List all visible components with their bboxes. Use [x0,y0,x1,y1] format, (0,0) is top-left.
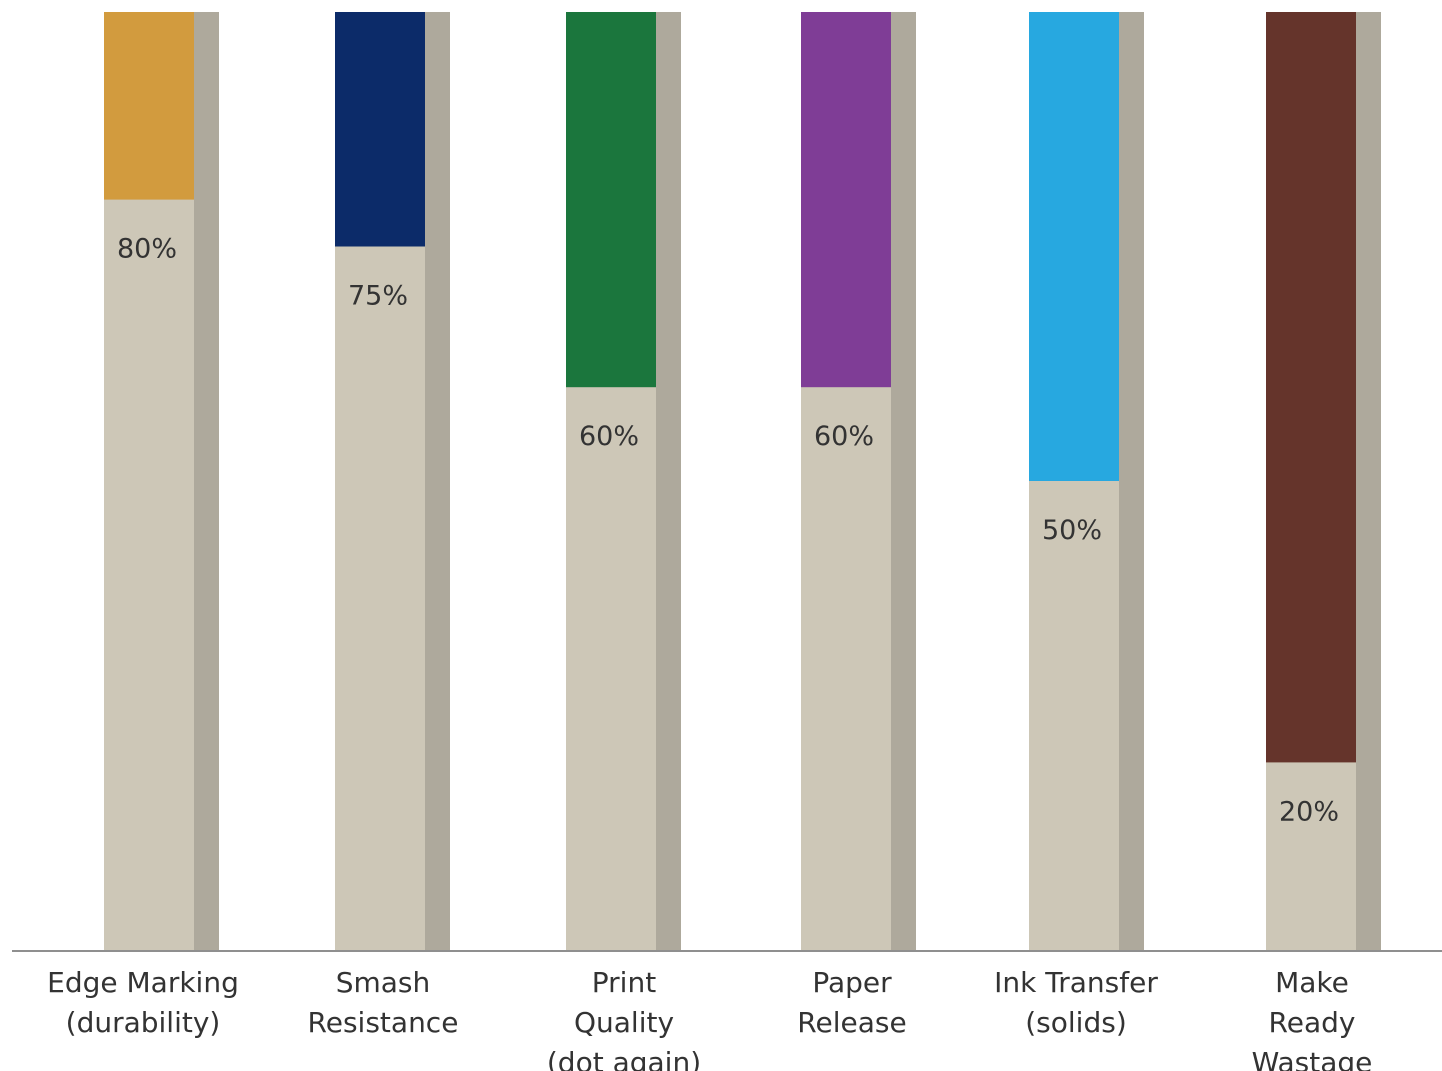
bar-group: 50% [1029,12,1144,950]
data-label: 75% [348,281,408,312]
x-tick-label-line: (solids) [1025,1006,1127,1039]
bar-cap [104,12,194,200]
x-tick-label: Ink Transfer (solids) [994,966,1158,1039]
x-tick-label-line: Print [592,966,656,999]
bar-shadow [1119,12,1144,950]
x-tick-label-line: Edge Marking [47,966,239,999]
bar-cap [566,12,656,388]
bar-shadow [425,12,450,950]
category-labels-group: Edge Marking (durability) Smash Resistance P… [47,966,1372,1071]
bar-shadow [891,12,916,950]
bars-group: 80% 75% 60% 60% 50% 20% [104,12,1381,950]
x-tick-label-line: Ink Transfer [994,966,1158,999]
data-label: 60% [579,421,639,452]
bar-cap [1029,12,1119,481]
x-tick-label: Edge Marking (durability) [47,966,239,1039]
bar-cap [801,12,891,388]
x-tick-label: Print Quality (dot again) [547,966,701,1071]
data-label: 80% [117,234,177,265]
x-tick-label: Paper Release [797,966,906,1039]
x-tick-label-line: Wastage [1252,1046,1373,1071]
x-tick-label-line: Paper [812,966,892,999]
x-tick-label-line: Quality [574,1006,674,1039]
bar-group: 20% [1266,12,1381,950]
bar-cap [335,12,425,247]
bar-shadow [194,12,219,950]
data-label: 60% [814,421,874,452]
x-tick-label-line: Release [797,1006,906,1039]
bar-group: 75% [335,12,450,950]
bar-group: 60% [566,12,681,950]
x-tick-label-line: Make [1275,966,1349,999]
bar-cap [1266,12,1356,763]
bar-shadow [656,12,681,950]
bar-group: 60% [801,12,916,950]
x-tick-label-line: Ready [1269,1006,1356,1039]
x-tick-label: Make Ready Wastage [1252,966,1373,1071]
x-tick-label-line: Smash [336,966,431,999]
bar-group: 80% [104,12,219,950]
data-label: 50% [1042,515,1102,546]
data-label: 20% [1279,796,1339,827]
x-tick-label-line: (durability) [66,1006,221,1039]
x-tick-label-line: Resistance [308,1006,459,1039]
x-tick-label: Smash Resistance [308,966,459,1039]
bar-shadow [1356,12,1381,950]
x-tick-label-line: (dot again) [547,1046,701,1071]
